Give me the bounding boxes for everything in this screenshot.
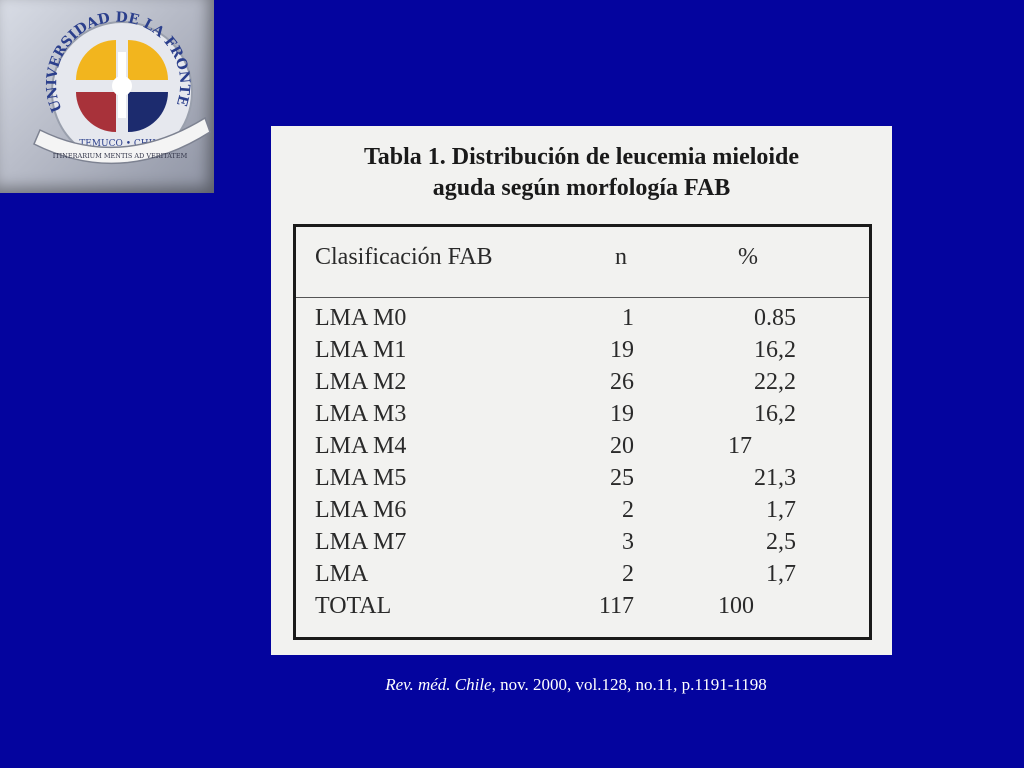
table-image-panel: Tabla 1. Distribución de leucemia mieloi… (271, 126, 892, 655)
table-title-line1: Tabla 1. Distribución de leucemia mieloi… (363, 144, 800, 170)
table-row: LMA M6 2 1,7 (296, 497, 869, 529)
table-row: LMA M7 3 2,5 (296, 529, 869, 561)
row-pct: 1,7 (766, 497, 796, 523)
table-row-total: TOTAL 117 100 (296, 593, 869, 625)
row-label: LMA M0 (315, 305, 407, 331)
citation-journal: Rev. méd. Chile (385, 675, 492, 694)
row-n: 25 (610, 465, 634, 491)
table-title: Tabla 1. Distribución de leucemia mieloi… (271, 142, 892, 204)
table-row: LMA M2 26 22,2 (296, 369, 869, 401)
row-pct: 2,5 (766, 529, 796, 555)
row-pct: 1,7 (766, 561, 796, 587)
row-n: 1 (622, 305, 634, 331)
row-n: 2 (622, 561, 634, 587)
citation: Rev. méd. Chile, nov. 2000, vol.128, no.… (0, 675, 1024, 695)
row-n: 19 (610, 337, 634, 363)
table-header: Clasificación FAB n % (296, 227, 869, 298)
row-label: LMA M7 (315, 529, 407, 555)
row-pct: 22,2 (754, 369, 796, 395)
row-label: LMA M5 (315, 465, 407, 491)
row-n: 117 (598, 593, 634, 619)
row-n: 3 (622, 529, 634, 555)
row-n: 19 (610, 401, 634, 427)
row-pct: 100 (718, 593, 754, 619)
row-pct: 16,2 (754, 337, 796, 363)
row-label: LMA M6 (315, 497, 407, 523)
table-row: LMA M5 25 21,3 (296, 465, 869, 497)
table-row: LMA M0 1 0.85 (296, 305, 869, 337)
row-label: LMA M4 (315, 433, 407, 459)
fab-table: Clasificación FAB n % LMA M0 1 0.85 LMA … (293, 224, 872, 640)
table-title-line2: aguda según morfología FAB (432, 175, 731, 201)
table-row: LMA M1 19 16,2 (296, 337, 869, 369)
university-seal-icon: UNIVERSIDAD DE LA FRONTERA TEMUCO • CHIL… (0, 0, 211, 165)
table-row: LMA M4 20 17 (296, 433, 869, 465)
logo-cross-emblem (76, 40, 168, 132)
row-label: LMA M2 (315, 369, 407, 395)
row-label: LMA M1 (315, 337, 407, 363)
row-pct: 16,2 (754, 401, 796, 427)
header-n: n (615, 244, 627, 270)
row-n: 26 (610, 369, 634, 395)
row-pct: 0.85 (754, 305, 796, 331)
header-pct: % (738, 244, 758, 270)
table-row: LMA 2 1,7 (296, 561, 869, 593)
citation-details: , nov. 2000, vol.128, no.11, p.1191-1198 (491, 675, 767, 694)
logo-motto: ITINERARIUM MENTIS AD VERITATEM (53, 152, 188, 160)
header-classification: Clasificación FAB (315, 244, 493, 270)
row-pct: 21,3 (754, 465, 796, 491)
row-label: LMA (315, 561, 369, 587)
row-label: TOTAL (315, 593, 392, 619)
row-n: 20 (610, 433, 634, 459)
logo-city-text: TEMUCO • CHILE (79, 139, 165, 149)
row-pct: 17 (728, 433, 752, 459)
table-row: LMA M3 19 16,2 (296, 401, 869, 433)
university-logo: UNIVERSIDAD DE LA FRONTERA TEMUCO • CHIL… (0, 0, 214, 193)
row-label: LMA M3 (315, 401, 407, 427)
row-n: 2 (622, 497, 634, 523)
